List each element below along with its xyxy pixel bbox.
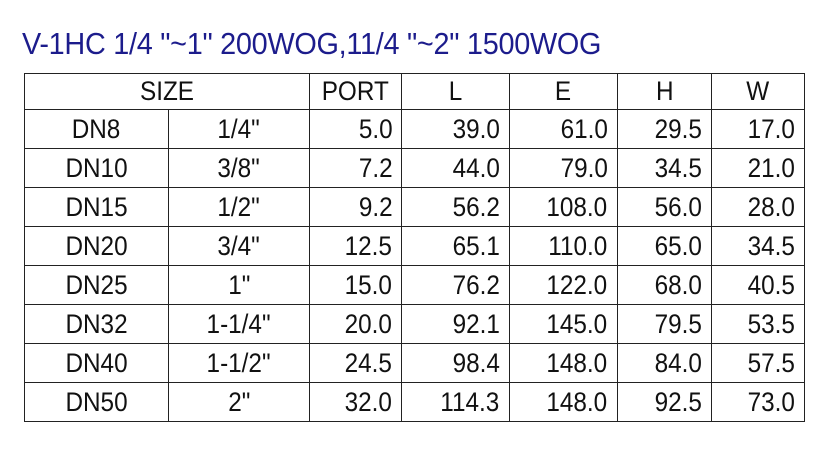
table-row: DN25 1" 15.0 76.2 122.0 68.0 40.5 bbox=[24, 265, 805, 305]
header-e: E bbox=[509, 73, 618, 110]
port-cell: 9.2 bbox=[309, 187, 402, 227]
table-row: DN50 2" 32.0 114.3 148.0 92.5 73.0 bbox=[24, 382, 805, 422]
l-cell: 39.0 bbox=[401, 109, 510, 149]
dn-cell: DN25 bbox=[24, 265, 169, 305]
port-cell: 20.0 bbox=[309, 304, 402, 344]
w-cell: 57.5 bbox=[711, 343, 805, 383]
header-h: H bbox=[617, 73, 712, 110]
inch-cell: 1-1/2" bbox=[168, 343, 310, 383]
e-cell: 79.0 bbox=[509, 148, 618, 188]
table-row: DN20 3/4" 12.5 65.1 110.0 65.0 34.5 bbox=[24, 226, 805, 266]
l-cell: 65.1 bbox=[401, 226, 510, 266]
w-cell: 28.0 bbox=[711, 187, 805, 227]
inch-cell: 2" bbox=[168, 382, 310, 422]
dimension-table: SIZE PORT L E H W DN8 1/4" 5.0 39.0 61.0 29.5… bbox=[24, 73, 805, 422]
h-cell: 56.0 bbox=[617, 187, 712, 227]
w-cell: 21.0 bbox=[711, 148, 805, 188]
h-cell: 65.0 bbox=[617, 226, 712, 266]
h-cell: 68.0 bbox=[617, 265, 712, 305]
inch-cell: 3/4" bbox=[168, 226, 310, 266]
header-port: PORT bbox=[309, 73, 402, 110]
l-cell: 56.2 bbox=[401, 187, 510, 227]
l-cell: 98.4 bbox=[401, 343, 510, 383]
h-cell: 84.0 bbox=[617, 343, 712, 383]
dn-cell: DN10 bbox=[24, 148, 169, 188]
port-cell: 12.5 bbox=[309, 226, 402, 266]
dn-cell: DN8 bbox=[24, 109, 169, 149]
dn-cell: DN15 bbox=[24, 187, 169, 227]
l-cell: 114.3 bbox=[401, 382, 510, 422]
inch-cell: 1/2" bbox=[168, 187, 310, 227]
e-cell: 148.0 bbox=[509, 343, 618, 383]
l-cell: 44.0 bbox=[401, 148, 510, 188]
port-cell: 15.0 bbox=[309, 265, 402, 305]
e-cell: 61.0 bbox=[509, 109, 618, 149]
w-cell: 40.5 bbox=[711, 265, 805, 305]
inch-cell: 1/4" bbox=[168, 109, 310, 149]
w-cell: 73.0 bbox=[711, 382, 805, 422]
port-cell: 5.0 bbox=[309, 109, 402, 149]
h-cell: 92.5 bbox=[617, 382, 712, 422]
l-cell: 76.2 bbox=[401, 265, 510, 305]
port-cell: 7.2 bbox=[309, 148, 402, 188]
table-row: DN40 1-1/2" 24.5 98.4 148.0 84.0 57.5 bbox=[24, 343, 805, 383]
port-cell: 24.5 bbox=[309, 343, 402, 383]
e-cell: 110.0 bbox=[509, 226, 618, 266]
h-cell: 29.5 bbox=[617, 109, 712, 149]
dn-cell: DN32 bbox=[24, 304, 169, 344]
e-cell: 122.0 bbox=[509, 265, 618, 305]
table-row: DN15 1/2" 9.2 56.2 108.0 56.0 28.0 bbox=[24, 187, 805, 227]
dn-cell: DN40 bbox=[24, 343, 169, 383]
port-cell: 32.0 bbox=[309, 382, 402, 422]
h-cell: 34.5 bbox=[617, 148, 712, 188]
header-w: W bbox=[711, 73, 805, 110]
header-row: SIZE PORT L E H W bbox=[24, 73, 805, 110]
e-cell: 148.0 bbox=[509, 382, 618, 422]
table-row: DN32 1-1/4" 20.0 92.1 145.0 79.5 53.5 bbox=[24, 304, 805, 344]
w-cell: 17.0 bbox=[711, 109, 805, 149]
header-size: SIZE bbox=[24, 73, 310, 110]
spec-title: V-1HC 1/4 "~1" 200WOG,11/4 "~2" 1500WOG bbox=[22, 26, 602, 61]
table-row: DN8 1/4" 5.0 39.0 61.0 29.5 17.0 bbox=[24, 109, 805, 149]
dn-cell: DN20 bbox=[24, 226, 169, 266]
table-row: DN10 3/8" 7.2 44.0 79.0 34.5 21.0 bbox=[24, 148, 805, 188]
l-cell: 92.1 bbox=[401, 304, 510, 344]
e-cell: 108.0 bbox=[509, 187, 618, 227]
inch-cell: 1" bbox=[168, 265, 310, 305]
w-cell: 53.5 bbox=[711, 304, 805, 344]
inch-cell: 1-1/4" bbox=[168, 304, 310, 344]
w-cell: 34.5 bbox=[711, 226, 805, 266]
dn-cell: DN50 bbox=[24, 382, 169, 422]
e-cell: 145.0 bbox=[509, 304, 618, 344]
header-l: L bbox=[401, 73, 510, 110]
inch-cell: 3/8" bbox=[168, 148, 310, 188]
h-cell: 79.5 bbox=[617, 304, 712, 344]
